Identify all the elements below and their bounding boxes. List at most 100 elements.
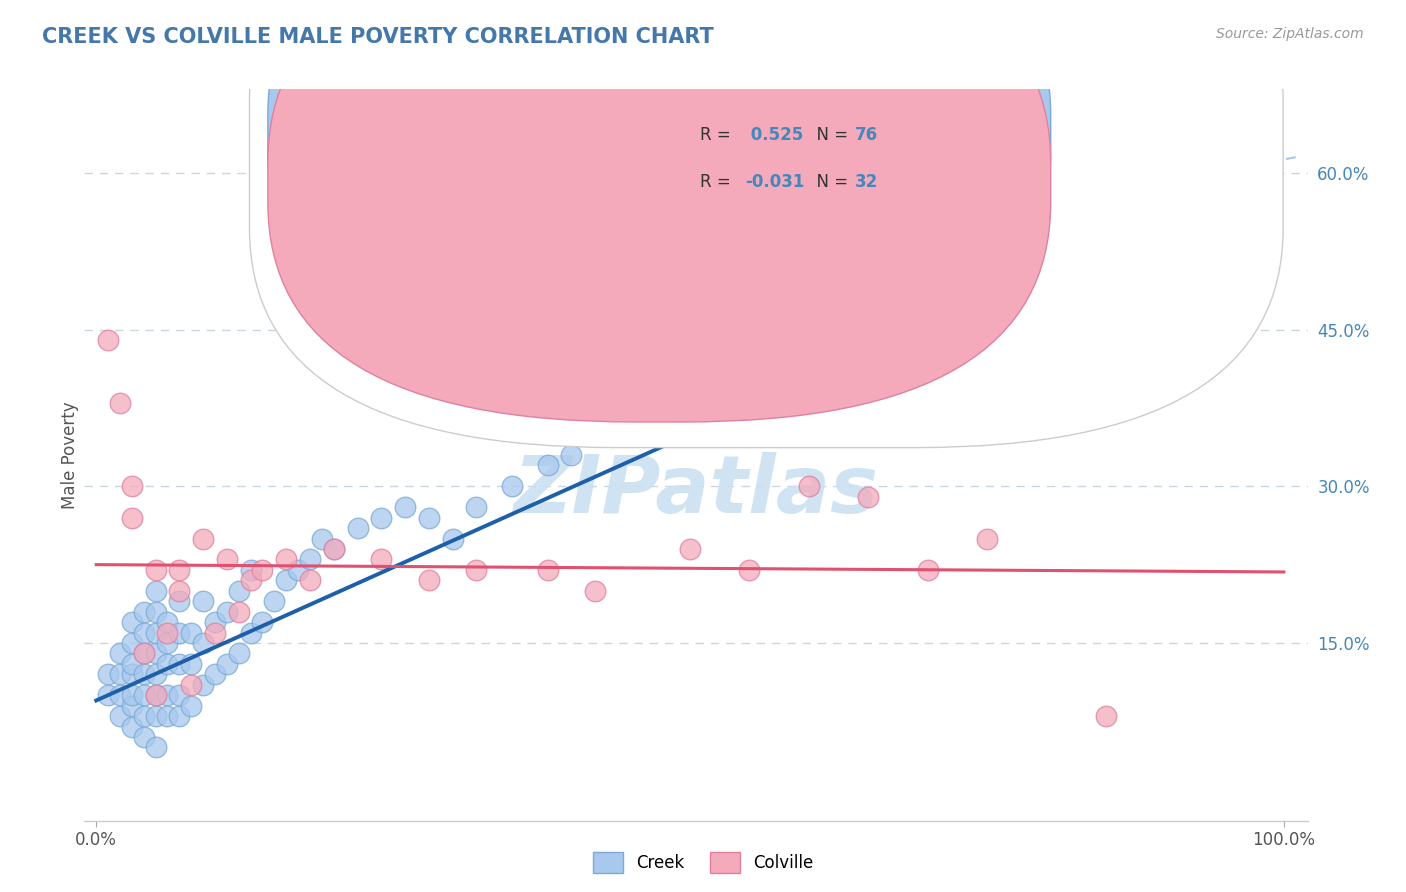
Point bbox=[145, 625, 167, 640]
Point bbox=[132, 625, 155, 640]
Point bbox=[97, 688, 120, 702]
Point bbox=[191, 636, 214, 650]
Text: R =: R = bbox=[700, 126, 735, 144]
Point bbox=[156, 615, 179, 629]
Point bbox=[169, 657, 191, 671]
Point bbox=[679, 541, 702, 556]
Point bbox=[298, 574, 321, 588]
Point bbox=[108, 667, 131, 681]
Point bbox=[917, 563, 939, 577]
Legend: Creek, Colville: Creek, Colville bbox=[586, 846, 820, 880]
Text: -0.031: -0.031 bbox=[745, 173, 804, 191]
Text: ZIPatlas: ZIPatlas bbox=[513, 452, 879, 531]
Point bbox=[180, 698, 202, 713]
Point bbox=[797, 479, 820, 493]
Point bbox=[180, 625, 202, 640]
Point bbox=[204, 615, 226, 629]
Point bbox=[145, 647, 167, 661]
Point bbox=[145, 709, 167, 723]
Point bbox=[121, 698, 143, 713]
Point bbox=[228, 583, 250, 598]
Point bbox=[191, 532, 214, 546]
Text: N =: N = bbox=[806, 173, 853, 191]
Point bbox=[180, 657, 202, 671]
Text: Source: ZipAtlas.com: Source: ZipAtlas.com bbox=[1216, 27, 1364, 41]
Point bbox=[169, 625, 191, 640]
Point bbox=[215, 552, 238, 566]
Point bbox=[156, 625, 179, 640]
Point bbox=[856, 333, 879, 347]
Point bbox=[145, 740, 167, 755]
Point bbox=[276, 552, 298, 566]
FancyBboxPatch shape bbox=[249, 0, 1284, 448]
Point bbox=[536, 458, 558, 473]
Y-axis label: Male Poverty: Male Poverty bbox=[60, 401, 79, 508]
Point bbox=[169, 688, 191, 702]
FancyBboxPatch shape bbox=[269, 0, 1050, 375]
Point bbox=[169, 563, 191, 577]
Point bbox=[252, 563, 274, 577]
Point bbox=[631, 375, 654, 389]
Point bbox=[204, 625, 226, 640]
Point bbox=[169, 583, 191, 598]
Point bbox=[465, 500, 488, 515]
Point bbox=[976, 270, 998, 285]
Point bbox=[797, 354, 820, 368]
Point bbox=[121, 720, 143, 734]
Point bbox=[121, 510, 143, 524]
Point bbox=[239, 574, 262, 588]
Text: CREEK VS COLVILLE MALE POVERTY CORRELATION CHART: CREEK VS COLVILLE MALE POVERTY CORRELATI… bbox=[42, 27, 714, 46]
Point bbox=[276, 574, 298, 588]
Point bbox=[97, 333, 120, 347]
Point bbox=[132, 667, 155, 681]
Point bbox=[252, 615, 274, 629]
Point bbox=[145, 605, 167, 619]
Point bbox=[121, 479, 143, 493]
Text: N =: N = bbox=[806, 126, 853, 144]
Point bbox=[215, 657, 238, 671]
Point bbox=[108, 647, 131, 661]
Point bbox=[856, 490, 879, 504]
Point bbox=[263, 594, 285, 608]
Point bbox=[191, 678, 214, 692]
Point bbox=[311, 532, 333, 546]
Point bbox=[145, 563, 167, 577]
Point bbox=[156, 688, 179, 702]
Point bbox=[180, 678, 202, 692]
Point bbox=[108, 395, 131, 409]
Point bbox=[121, 657, 143, 671]
Point bbox=[132, 647, 155, 661]
Text: R =: R = bbox=[700, 173, 735, 191]
Point bbox=[322, 541, 344, 556]
Point bbox=[583, 583, 606, 598]
Point bbox=[536, 563, 558, 577]
Point bbox=[156, 636, 179, 650]
Point bbox=[132, 647, 155, 661]
Point bbox=[97, 667, 120, 681]
Point bbox=[215, 605, 238, 619]
Point bbox=[418, 574, 440, 588]
Point bbox=[228, 605, 250, 619]
Text: 32: 32 bbox=[855, 173, 879, 191]
Point bbox=[298, 552, 321, 566]
Point bbox=[738, 563, 761, 577]
Point bbox=[239, 625, 262, 640]
Point bbox=[169, 709, 191, 723]
Point bbox=[418, 510, 440, 524]
Point bbox=[465, 563, 488, 577]
Point bbox=[132, 709, 155, 723]
Point bbox=[287, 563, 309, 577]
Point bbox=[145, 667, 167, 681]
Point bbox=[191, 594, 214, 608]
FancyBboxPatch shape bbox=[269, 0, 1050, 422]
Point bbox=[560, 448, 582, 462]
Point bbox=[132, 605, 155, 619]
Point bbox=[607, 417, 630, 431]
Point bbox=[121, 636, 143, 650]
Point bbox=[156, 657, 179, 671]
Point bbox=[156, 709, 179, 723]
Point bbox=[121, 667, 143, 681]
Point bbox=[145, 583, 167, 598]
Point bbox=[322, 541, 344, 556]
Point bbox=[239, 563, 262, 577]
